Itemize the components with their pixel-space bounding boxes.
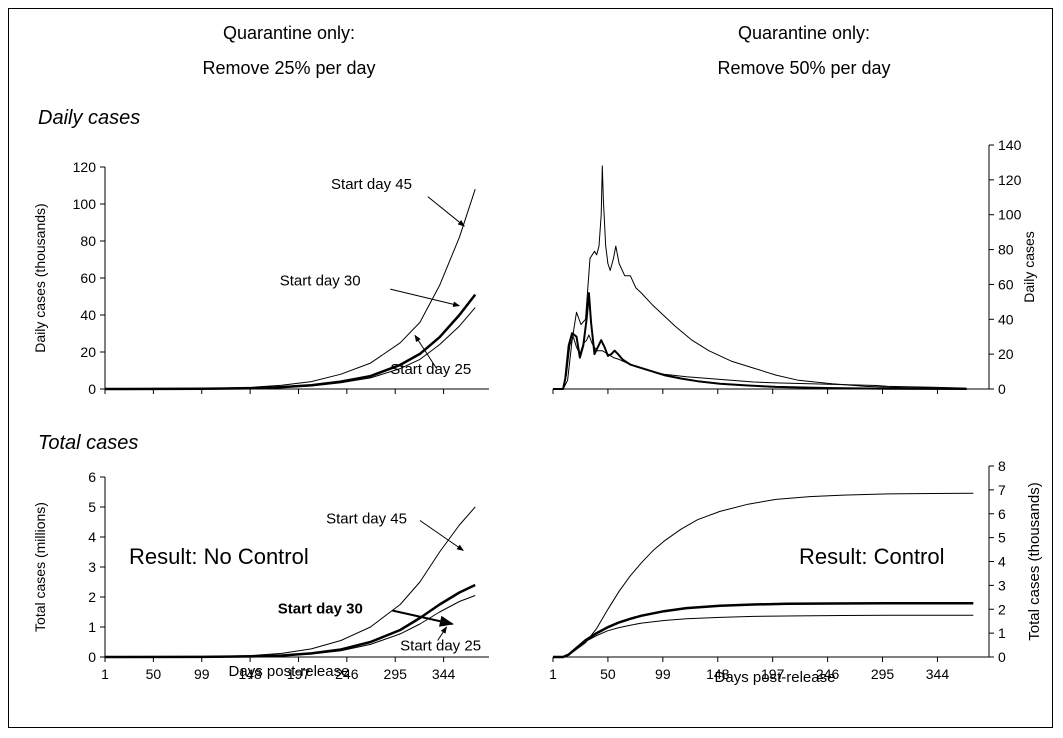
series-line-start-day-25 — [104, 595, 476, 658]
annotation-label: Start day 30 — [278, 601, 363, 618]
x-tick-label: 50 — [146, 666, 162, 682]
series-line-start-day-30 — [553, 602, 974, 659]
y-tick-label: 80 — [998, 242, 1014, 258]
figure-frame: Quarantine only: Remove 25% per day Quar… — [8, 8, 1053, 728]
figure-canvas: Quarantine only: Remove 25% per day Quar… — [32, 23, 1043, 686]
y-tick-label: 8 — [998, 458, 1006, 474]
y-tick-label: 100 — [73, 196, 97, 212]
y-tick-label: 2 — [998, 601, 1006, 617]
x-tick-label: 99 — [655, 666, 671, 682]
annotation-arrow — [427, 196, 465, 227]
annotation-arrow — [390, 288, 461, 307]
x-tick-label: 246 — [335, 666, 359, 682]
x-axis-label-left: Days post-release — [229, 663, 350, 680]
y-tick-label: 120 — [998, 172, 1022, 188]
header-right-line1: Quarantine only: — [738, 23, 870, 43]
x-tick-label: 246 — [816, 666, 840, 682]
y-tick-label: 3 — [88, 559, 96, 575]
x-tick-label: 344 — [926, 666, 950, 682]
x-tick-label: 1 — [549, 666, 557, 682]
series-line-start-day-45 — [553, 165, 967, 390]
x-tick-label: 99 — [194, 666, 210, 682]
y-tick-label: 0 — [998, 381, 1006, 397]
y-axis-label: Daily cases — [1021, 231, 1037, 303]
y-tick-label: 20 — [998, 346, 1014, 362]
y-axis-label: Daily cases (thousands) — [32, 203, 48, 352]
y-tick-label: 5 — [88, 499, 96, 515]
y-axis-label: Total cases (millions) — [32, 502, 48, 632]
y-tick-label: 60 — [998, 276, 1014, 292]
y-tick-label: 80 — [80, 233, 96, 249]
y-tick-label: 60 — [80, 270, 96, 286]
result-right: Result: Control — [799, 544, 945, 569]
y-tick-label: 1 — [88, 619, 96, 635]
y-tick-label: 0 — [88, 381, 96, 397]
annotation-arrow — [419, 520, 464, 551]
chart-total-50: 1 50 99 148 197 246 295 344 0 1 2 3 4 5 6 7 8 Total cases… — [549, 458, 1043, 682]
x-tick-label: 148 — [706, 666, 730, 682]
x-tick-label: 197 — [287, 666, 311, 682]
annotation-label: Start day 45 — [326, 511, 407, 528]
result-left: Result: No Control — [129, 544, 309, 569]
annotation-label: Start day 25 — [390, 361, 471, 378]
x-tick-label: 197 — [761, 666, 785, 682]
x-axis-label-right: Days post-release — [715, 669, 836, 686]
y-axis-label: Total cases (thousands) — [1026, 482, 1043, 640]
series-line-start-day-25 — [553, 614, 974, 658]
y-tick-label: 100 — [998, 207, 1022, 223]
chart-daily-50: 0 20 40 60 80 100 120 140 Daily cases — [552, 137, 1037, 397]
y-tick-label: 40 — [80, 307, 96, 323]
x-tick-label: 295 — [871, 666, 895, 682]
header-left-line2: Remove 25% per day — [202, 58, 375, 78]
series-line-start-day-25 — [104, 307, 476, 390]
y-tick-label: 6 — [998, 506, 1006, 522]
section-daily-cases: Daily cases — [38, 107, 140, 129]
y-tick-label: 20 — [80, 344, 96, 360]
annotation-label: Start day 25 — [400, 637, 481, 654]
series-line-start-day-45 — [553, 492, 974, 658]
annotation-arrow — [392, 609, 454, 627]
y-tick-label: 140 — [998, 137, 1022, 153]
series-line-start-day-25 — [553, 334, 967, 390]
y-tick-label: 5 — [998, 530, 1006, 546]
y-tick-label: 7 — [998, 482, 1006, 498]
x-tick-label: 148 — [238, 666, 262, 682]
y-tick-label: 1 — [998, 625, 1006, 641]
header-left-line1: Quarantine only: — [223, 23, 355, 43]
x-tick-label: 50 — [600, 666, 616, 682]
y-tick-label: 3 — [998, 577, 1006, 593]
y-tick-label: 0 — [998, 649, 1006, 665]
header-right-line2: Remove 50% per day — [717, 58, 890, 78]
x-tick-label: 344 — [432, 666, 456, 682]
annotation-label: Start day 45 — [331, 176, 412, 193]
chart-daily-25: 0 20 40 60 80 100 120 Daily cases (thousands) St… — [32, 159, 489, 397]
y-tick-label: 6 — [88, 469, 96, 485]
x-tick-label: 1 — [101, 666, 109, 682]
y-tick-label: 2 — [88, 589, 96, 605]
y-tick-label: 0 — [88, 649, 96, 665]
annotation-arrow — [437, 626, 447, 641]
y-tick-label: 40 — [998, 311, 1014, 327]
y-tick-label: 4 — [998, 554, 1006, 570]
y-tick-label: 120 — [73, 159, 97, 175]
x-tick-label: 295 — [384, 666, 408, 682]
annotation-arrow — [414, 334, 438, 369]
y-tick-label: 4 — [88, 529, 96, 545]
section-total-cases: Total cases — [38, 432, 138, 454]
series-line-start-day-45 — [104, 506, 476, 658]
annotation-label: Start day 30 — [280, 272, 361, 289]
series-line-start-day-30 — [553, 292, 967, 390]
